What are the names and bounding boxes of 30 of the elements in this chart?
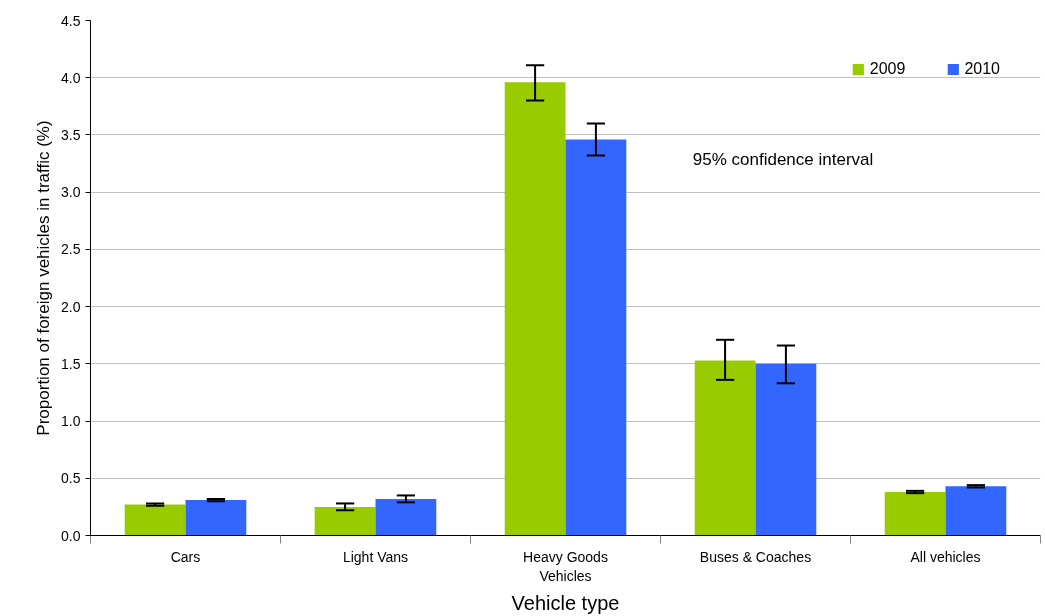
x-tick-label: Cars	[170, 548, 201, 565]
y-tick-label: 3.5	[61, 126, 81, 143]
x-tick-label: All vehicles	[910, 548, 981, 565]
annotation: 95% confidence interval	[692, 150, 874, 170]
y-axis-title: Proportion of foreign vehicles in traffic (%)	[34, 120, 54, 436]
x-tick-label: Buses & Coaches	[699, 548, 812, 565]
y-tick-label: 2.5	[61, 241, 81, 258]
legend-label: 2010	[964, 60, 1000, 78]
y-tick-label: 3.0	[61, 184, 81, 201]
y-tick-label: 0.5	[61, 470, 81, 487]
bar	[504, 82, 566, 536]
y-tick-label: 2.0	[61, 298, 81, 315]
legend-label: 2009	[869, 60, 906, 78]
x-tick-label: Heavy Goods Vehicles	[523, 548, 608, 584]
bar	[124, 504, 186, 536]
bar	[314, 506, 376, 536]
y-tick-label: 4.0	[61, 69, 81, 86]
bar	[945, 486, 1007, 536]
y-tick-label: 4.5	[61, 12, 81, 29]
bar	[375, 498, 437, 536]
bar	[565, 139, 627, 536]
bar	[755, 363, 817, 536]
bar	[185, 500, 247, 536]
bar	[884, 492, 946, 536]
y-tick-label: 1.0	[61, 413, 81, 430]
bar	[694, 360, 756, 536]
x-axis-title: Vehicle type	[511, 591, 620, 614]
x-tick-label: Light Vans	[342, 548, 409, 565]
y-tick-label: 1.5	[61, 355, 81, 372]
y-tick-label: 0.0	[61, 527, 81, 544]
